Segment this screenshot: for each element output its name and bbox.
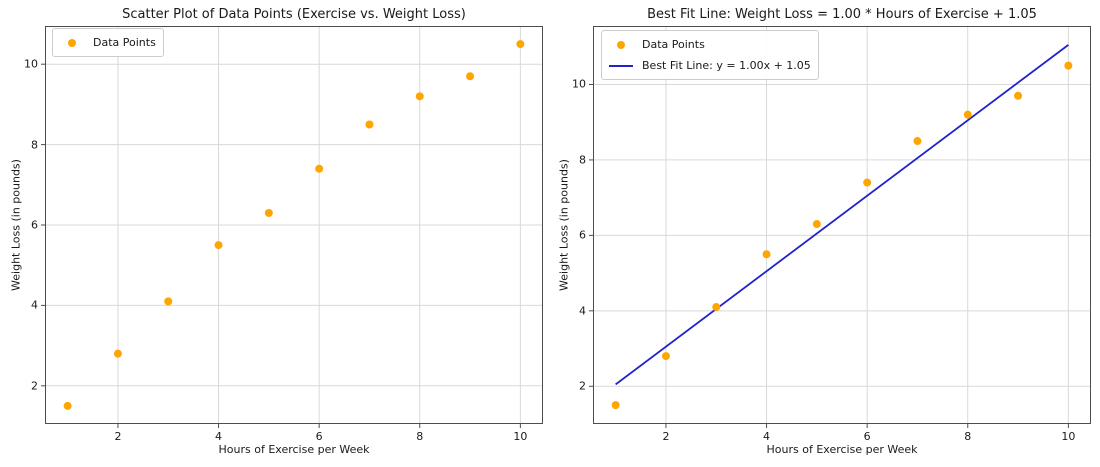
x-tick-label: 4 [763, 430, 771, 443]
data-point [913, 137, 922, 146]
data-point [1014, 91, 1023, 100]
data-point [812, 220, 821, 229]
best-fit-line [615, 44, 1069, 386]
data-point [264, 208, 273, 217]
y-tick-label: 4 [579, 304, 586, 318]
chart-title: Best Fit Line: Weight Loss = 1.00 * Hour… [647, 7, 1037, 22]
x-tick-label: 2 [662, 430, 670, 443]
legend-entry: Data Points [609, 34, 811, 55]
data-point [365, 120, 374, 129]
x-tick-label: 8 [964, 430, 972, 443]
x-tick-label: 6 [863, 430, 871, 443]
y-axis-label: Weight Loss (in pounds) [557, 159, 571, 291]
data-points-marker-icon [617, 40, 625, 49]
y-tick-label: 2 [579, 379, 586, 393]
y-tick-label: 10 [572, 77, 586, 91]
data-point [611, 401, 620, 410]
data-point [1064, 61, 1073, 70]
y-tick-label: 2 [31, 379, 38, 393]
data-point [113, 349, 122, 358]
legend-label: Data Points [93, 36, 156, 49]
data-point [315, 164, 324, 173]
legend-entry: Data Points [60, 32, 156, 53]
y-tick-label: 6 [579, 228, 586, 242]
data-points-marker-icon [68, 38, 76, 47]
best-fit-line-marker-icon [609, 64, 633, 67]
x-tick-label: 8 [416, 430, 424, 443]
data-point [63, 401, 72, 410]
data-point [762, 250, 771, 259]
y-tick-label: 8 [31, 138, 38, 152]
data-point [214, 241, 223, 250]
x-axis-label: Hours of Exercise per Week [766, 443, 918, 456]
data-point [466, 72, 475, 81]
y-tick-label: 10 [24, 57, 38, 71]
chart-title: Scatter Plot of Data Points (Exercise vs… [122, 7, 466, 22]
x-axis-label: Hours of Exercise per Week [218, 443, 370, 456]
legend: Data Points Best Fit Line: y = 1.00x + 1… [601, 30, 819, 80]
y-tick-label: 6 [31, 218, 38, 232]
legend-marker-area [609, 64, 633, 67]
data-point [661, 352, 670, 361]
y-tick-label: 8 [579, 153, 586, 167]
plot-area [41, 26, 543, 428]
axes-spines [45, 26, 543, 424]
x-tick-label: 4 [215, 430, 223, 443]
data-point [863, 178, 872, 187]
axes-spines [593, 26, 1091, 424]
legend-label: Data Points [642, 38, 705, 51]
data-point [963, 110, 972, 119]
x-tick-label: 10 [1061, 430, 1076, 443]
x-tick-label: 2 [114, 430, 122, 443]
data-point [415, 92, 424, 101]
legend-label: Best Fit Line: y = 1.00x + 1.05 [642, 59, 811, 72]
data-point [516, 40, 525, 49]
plot-area [589, 26, 1091, 428]
data-point [712, 303, 721, 312]
x-tick-label: 6 [315, 430, 323, 443]
legend-marker-area [60, 38, 84, 47]
legend-entry: Best Fit Line: y = 1.00x + 1.05 [609, 55, 811, 76]
x-tick-label: 10 [513, 430, 528, 443]
legend-marker-area [609, 40, 633, 49]
legend: Data Points [52, 28, 164, 57]
data-point [164, 297, 173, 306]
y-tick-label: 4 [31, 298, 38, 312]
